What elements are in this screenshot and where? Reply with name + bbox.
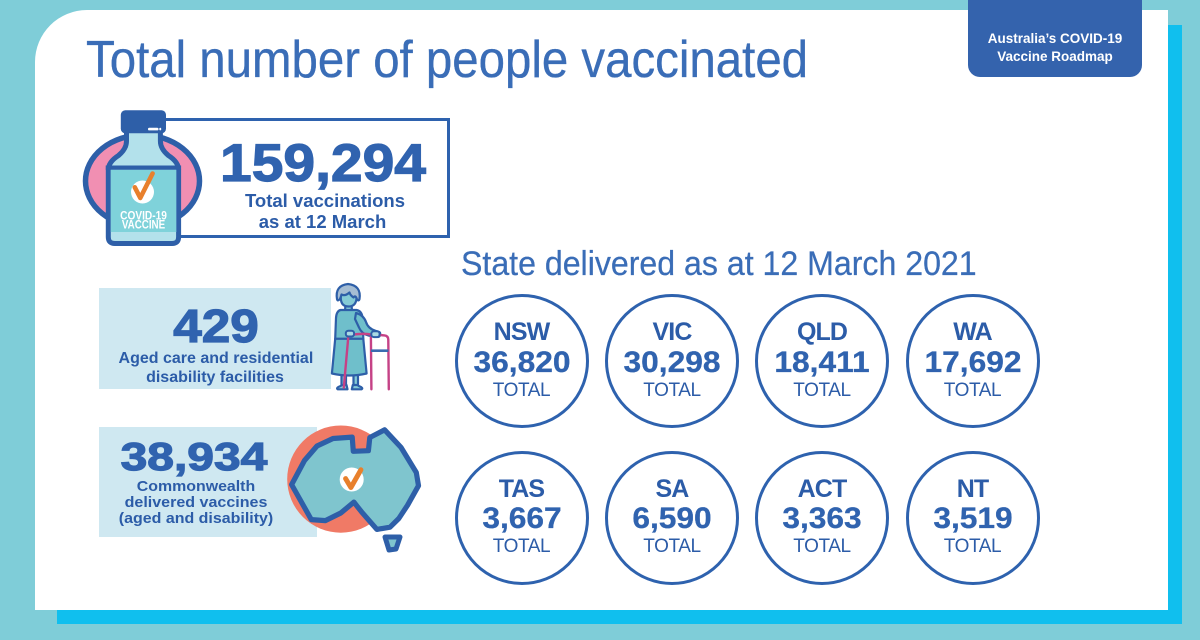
- svg-text:VACCINE: VACCINE: [122, 220, 166, 232]
- svg-text:COVID-19: COVID-19: [120, 211, 167, 223]
